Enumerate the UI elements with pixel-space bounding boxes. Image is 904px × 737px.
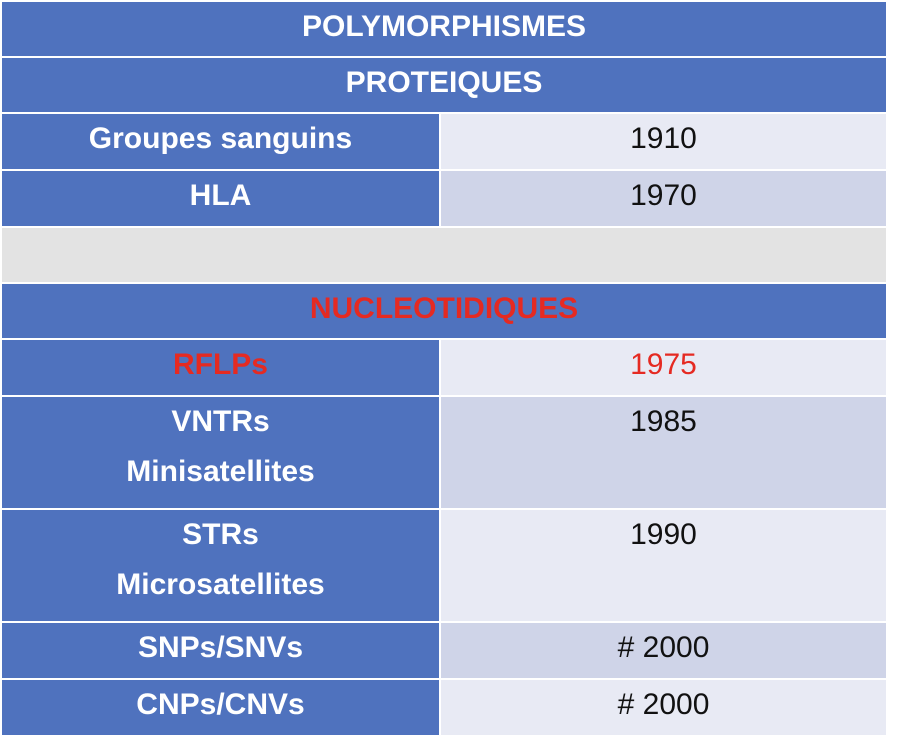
section-header-row: NUCLEOTIDIQUES [0,282,889,340]
spacer-row [0,226,889,284]
row-year: # 2000 [438,621,889,680]
row-label: STRs Microsatellites [0,508,441,623]
table-title: POLYMORPHISMES [0,0,889,58]
row-label-line2: Microsatellites [116,568,325,601]
section-header-row: PROTEIQUES [0,56,889,114]
table-title-row: POLYMORPHISMES [0,0,889,58]
table-row: STRs Microsatellites 1990 [0,508,889,623]
table-row: SNPs/SNVs # 2000 [0,621,889,680]
row-year: 1970 [438,169,889,228]
table-row: CNPs/CNVs # 2000 [0,678,889,737]
spacer-cell [0,226,889,284]
row-year: 1990 [438,508,889,623]
section-header-proteiques: PROTEIQUES [0,56,889,114]
table-row: Groupes sanguins 1910 [0,112,889,171]
row-label: CNPs/CNVs [0,678,441,737]
row-label: RFLPs [0,338,441,397]
row-label: VNTRs Minisatellites [0,395,441,510]
row-year: 1985 [438,395,889,510]
row-year: # 2000 [438,678,889,737]
row-label-line1: STRs [182,518,259,551]
row-year: 1910 [438,112,889,171]
row-label: Groupes sanguins [0,112,441,171]
table-row: HLA 1970 [0,169,889,228]
row-year: 1975 [438,338,889,397]
row-label: HLA [0,169,441,228]
table-row: RFLPs 1975 [0,338,889,397]
row-label-line2: Minisatellites [126,455,315,488]
row-label-line1: VNTRs [171,405,270,438]
section-header-nucleotidiques: NUCLEOTIDIQUES [0,282,889,340]
table-row: VNTRs Minisatellites 1985 [0,395,889,510]
row-label: SNPs/SNVs [0,621,441,680]
